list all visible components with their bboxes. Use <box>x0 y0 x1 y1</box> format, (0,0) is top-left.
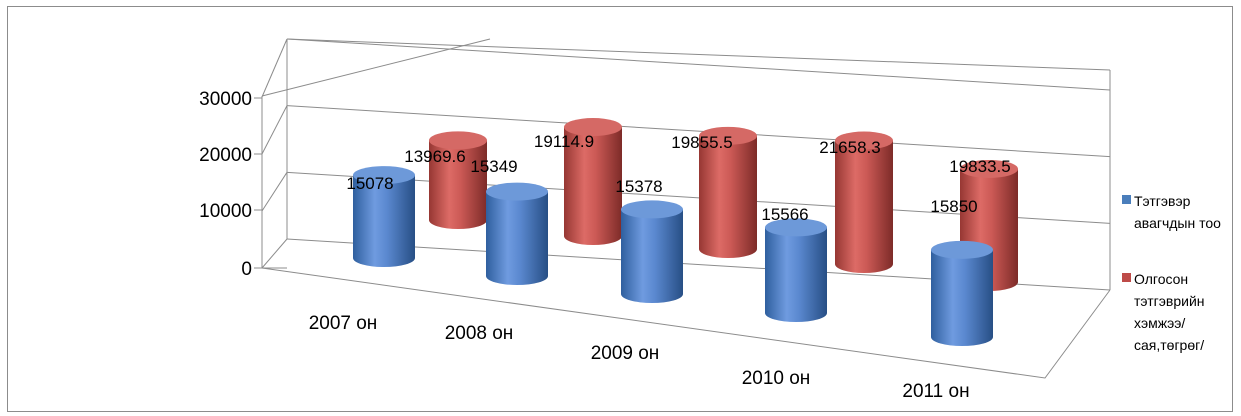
bars <box>353 118 1018 346</box>
data-label: 19114.9 <box>534 132 594 151</box>
x-axis: 2007 он 2008 он 2009 он 2010 он 2011 он <box>309 313 970 402</box>
bar-top <box>699 126 757 145</box>
bar <box>486 182 548 285</box>
x-tick-label: 2011 он <box>902 381 969 402</box>
gridline <box>286 105 1111 158</box>
legend-swatch-series-1 <box>1122 195 1131 204</box>
legend-item-series-1: Тэтгэвэр авагчдын тоо <box>1122 190 1232 234</box>
bar-body <box>765 227 827 322</box>
legend-label-series-1: Тэтгэвэр авагчдын тоо <box>1134 193 1221 231</box>
x-tick-label: 2008 он <box>445 323 514 344</box>
y-tick-label: 10000 <box>199 201 252 222</box>
bar <box>353 166 415 267</box>
data-label: 15850 <box>930 197 977 216</box>
x-tick-label: 2010 он <box>742 368 811 389</box>
y-axis: 0 10000 20000 30000 <box>199 89 262 280</box>
gridline <box>286 38 1111 91</box>
bar-top <box>621 200 683 219</box>
legend-label-series-2: Олгосон тэтгэврийн хэмжээ/ сая,төгрөг/ <box>1134 271 1205 353</box>
bar <box>835 131 893 273</box>
side-gridline <box>261 238 288 269</box>
side-gridline <box>261 38 288 98</box>
bar-body <box>429 140 487 229</box>
data-label: 15078 <box>346 174 393 193</box>
y-tick-label: 0 <box>241 259 252 280</box>
data-label: 15349 <box>470 157 517 176</box>
bar-top <box>564 118 622 137</box>
data-label: 15566 <box>761 205 808 224</box>
bar <box>564 118 622 245</box>
floor-edge <box>261 267 1111 379</box>
bar-body <box>564 127 622 245</box>
bar-top <box>353 166 415 185</box>
x-tick-label: 2007 он <box>309 313 378 334</box>
bar-body <box>353 175 415 267</box>
legend-swatch-series-2 <box>1122 273 1131 282</box>
bar <box>699 126 757 258</box>
bar <box>765 218 827 322</box>
bar-top <box>429 131 487 150</box>
bar <box>931 240 993 346</box>
bar <box>621 200 683 303</box>
y-tick-label: 20000 <box>199 145 252 166</box>
bar-top <box>765 218 827 237</box>
bar-top <box>960 159 1018 178</box>
bar-body <box>621 209 683 303</box>
legend-item-series-2: Олгосон тэтгэврийн хэмжээ/ сая,төгрөг/ <box>1122 268 1232 356</box>
bar <box>429 131 487 229</box>
x-tick-label: 2009 он <box>591 343 660 364</box>
bar-body <box>835 140 893 273</box>
data-label: 21658.3 <box>819 138 880 157</box>
bar-top <box>931 240 993 259</box>
bar-top <box>486 182 548 201</box>
data-labels: 15078 15349 15378 15566 15850 13969.6 19114.9 1… <box>346 132 1010 224</box>
bar-top <box>835 131 893 150</box>
bar-body <box>486 191 548 285</box>
legend: Тэтгэвэр авагчдын тоо Олгосон тэтгэврийн… <box>1122 190 1232 390</box>
data-label: 19855.5 <box>671 133 732 152</box>
bar-body <box>931 249 993 346</box>
bar-body <box>699 135 757 258</box>
data-label: 19833.5 <box>949 157 1010 176</box>
side-gridline-top <box>261 38 491 97</box>
data-label: 13969.6 <box>404 147 465 166</box>
gridline-top <box>286 38 1111 71</box>
data-label: 15378 <box>615 177 662 196</box>
side-gridline <box>261 105 288 155</box>
side-gridline <box>261 172 288 212</box>
y-tick-label: 30000 <box>199 89 252 110</box>
